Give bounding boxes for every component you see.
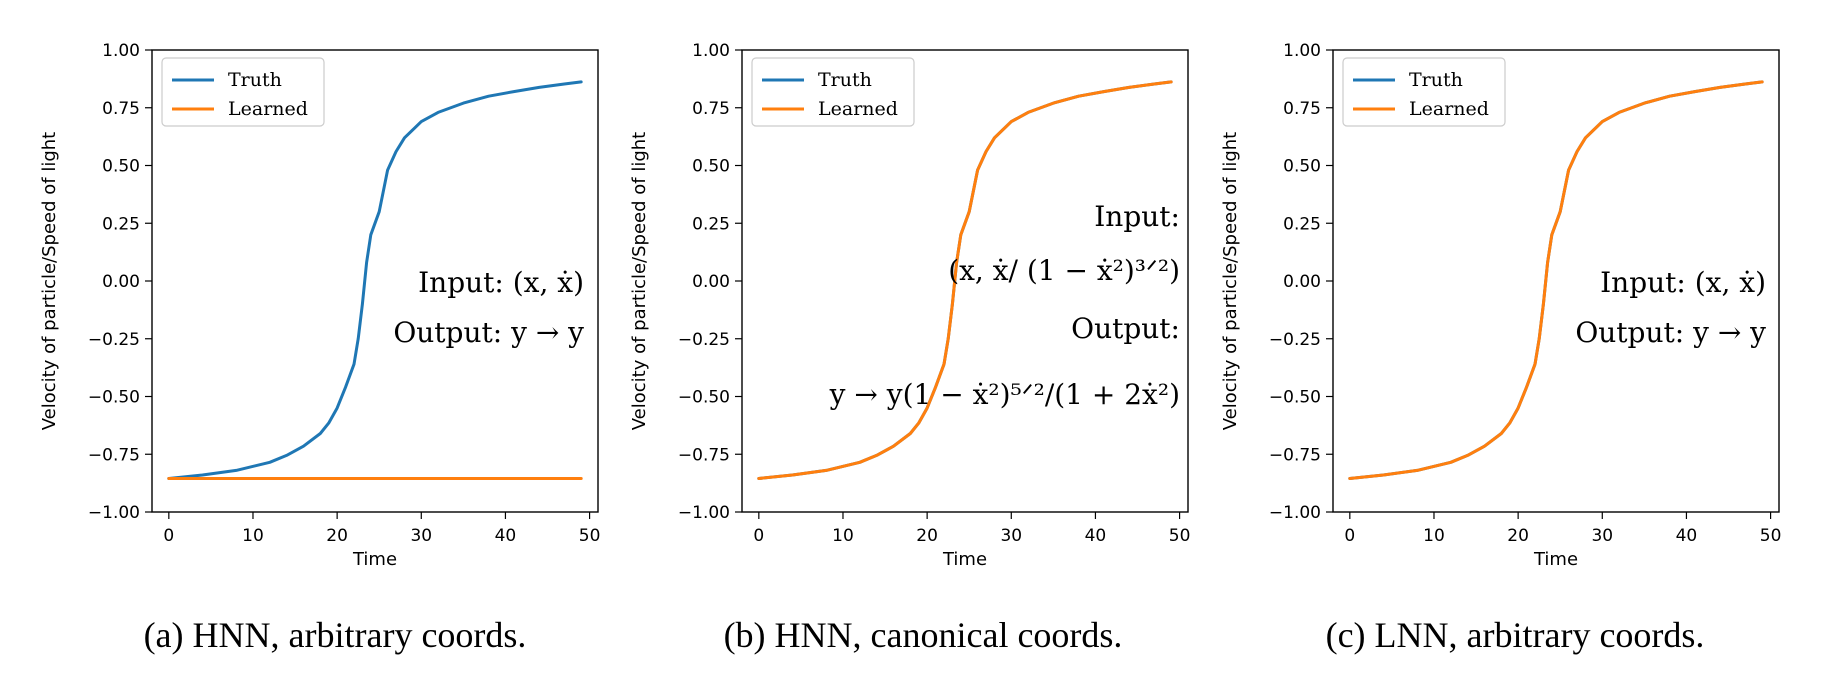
x-axis-label: Time: [942, 549, 987, 570]
legend-label-truth: Truth: [818, 69, 872, 91]
y-tick-label: 0.50: [102, 157, 140, 177]
annotation-line: Output:: [1071, 312, 1180, 345]
x-tick-label: 10: [242, 526, 264, 546]
y-tick-label: 0.50: [1283, 157, 1321, 177]
subplot-1: 0 10 20 30 40 50 1.00 0.75 0.50 0.25 0.00 −0.25 −0.5…: [39, 41, 600, 655]
series-line-truth: [167, 80, 583, 480]
y-tick-label: 0.00: [692, 272, 730, 292]
x-tick-label: 0: [163, 526, 174, 546]
x-axis-label: Time: [352, 549, 397, 570]
subfigure-caption: (a) HNN, arbitrary coords.: [144, 615, 527, 655]
legend-label-learned: Learned: [818, 98, 898, 120]
y-axis-label: Velocity of particle/Speed of light: [39, 132, 60, 430]
legend-label-learned: Learned: [228, 98, 308, 120]
y-axis-label: Velocity of particle/Speed of light: [1220, 132, 1241, 430]
annotation-line: y → y(1 − ẋ²)⁵ᐟ²/(1 + 2ẋ²): [829, 378, 1180, 411]
y-tick-label: 1.00: [102, 41, 140, 61]
y-tick-label: −0.25: [88, 330, 140, 350]
annotation-line: (x, ẋ/ (1 − ẋ²)³ᐟ²): [948, 254, 1180, 287]
x-tick-label: 20: [1507, 526, 1529, 546]
y-tick-label: −0.75: [88, 445, 140, 465]
annotation-line: Input: (x, ẋ): [418, 266, 584, 299]
annotation-line: Output: y → y: [1575, 316, 1766, 349]
subfigure-caption: (c) LNN, arbitrary coords.: [1326, 615, 1705, 655]
y-tick-label: −0.50: [678, 388, 730, 408]
y-tick-label: 0.25: [1283, 214, 1321, 234]
y-tick-label: 0.75: [1283, 99, 1321, 119]
x-tick-label: 50: [1169, 526, 1191, 546]
y-tick-label: 0.50: [692, 157, 730, 177]
y-tick-label: −1.00: [88, 503, 140, 523]
subplot-3: 0 10 20 30 40 50 1.00 0.75 0.50 0.25 0.00 −0.25 −0.5…: [1220, 41, 1781, 655]
x-tick-label: 20: [326, 526, 348, 546]
y-tick-label: −0.75: [678, 445, 730, 465]
y-tick-label: −0.50: [1269, 388, 1321, 408]
y-tick-label: −0.25: [678, 330, 730, 350]
y-tick-label: 0.25: [102, 214, 140, 234]
y-tick-label: −0.25: [1269, 330, 1321, 350]
y-tick-label: −0.50: [88, 388, 140, 408]
x-tick-label: 40: [1676, 526, 1698, 546]
y-tick-label: −0.75: [1269, 445, 1321, 465]
annotation-line: Input:: [1094, 200, 1180, 233]
legend-label-truth: Truth: [228, 69, 282, 91]
y-tick-label: 0.00: [1283, 272, 1321, 292]
legend-label-learned: Learned: [1409, 98, 1489, 120]
subplot-2: 0 10 20 30 40 50 1.00 0.75 0.50 0.25 0.00 −0.25 −0.5…: [629, 41, 1190, 655]
legend-label-truth: Truth: [1409, 69, 1463, 91]
y-tick-label: 0.25: [692, 214, 730, 234]
y-tick-label: 0.75: [692, 99, 730, 119]
x-tick-label: 30: [1591, 526, 1613, 546]
y-axis-label: Velocity of particle/Speed of light: [629, 132, 650, 430]
y-tick-label: −1.00: [678, 503, 730, 523]
x-tick-label: 40: [495, 526, 517, 546]
x-tick-label: 0: [753, 526, 764, 546]
x-tick-label: 30: [1000, 526, 1022, 546]
x-tick-label: 0: [1344, 526, 1355, 546]
x-tick-label: 10: [1423, 526, 1445, 546]
x-tick-label: 30: [410, 526, 432, 546]
x-tick-label: 40: [1085, 526, 1107, 546]
y-tick-label: 0.75: [102, 99, 140, 119]
x-axis-label: Time: [1533, 549, 1578, 570]
y-tick-label: −1.00: [1269, 503, 1321, 523]
series-line-learned: [1348, 80, 1764, 480]
x-tick-label: 10: [832, 526, 854, 546]
annotation-line: Input: (x, ẋ): [1600, 266, 1766, 299]
y-tick-label: 0.00: [102, 272, 140, 292]
x-tick-label: 50: [579, 526, 601, 546]
annotation-line: Output: y → y: [393, 316, 584, 349]
x-tick-label: 20: [916, 526, 938, 546]
y-tick-label: 1.00: [1283, 41, 1321, 61]
x-tick-label: 50: [1760, 526, 1782, 546]
subfigure-caption: (b) HNN, canonical coords.: [724, 615, 1123, 655]
y-tick-label: 1.00: [692, 41, 730, 61]
series-line-learned: [757, 80, 1173, 480]
